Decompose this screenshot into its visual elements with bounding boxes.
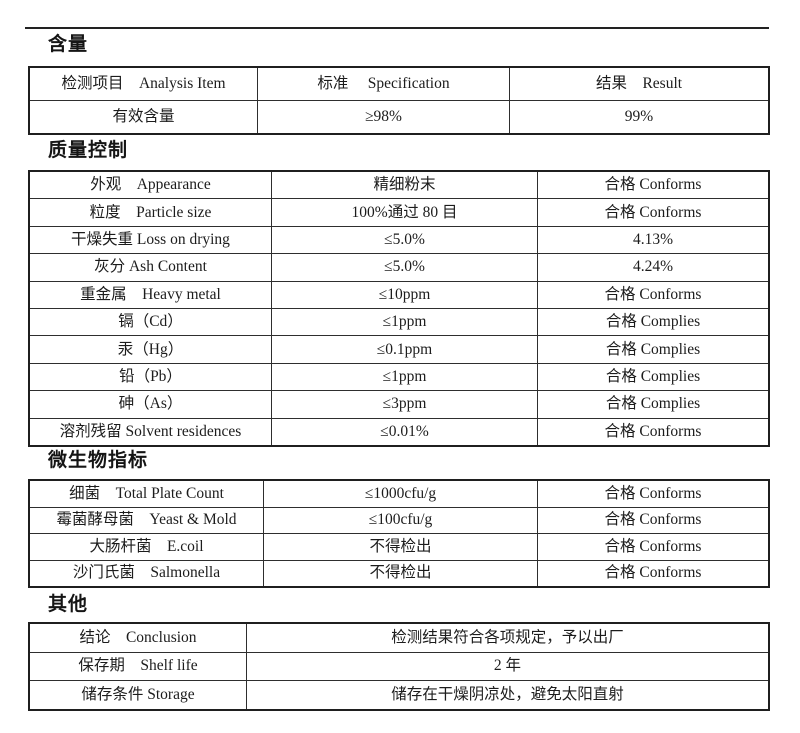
table-cell: 不得检出 xyxy=(263,533,538,561)
section-heading-microbiological: 微生物指标 xyxy=(48,450,149,471)
table-row: 保存期 Shelf life 2 年 xyxy=(28,651,770,681)
table-cell: 4.24% xyxy=(537,253,770,282)
column-header-cell: 结果 Result xyxy=(509,66,770,101)
table-cell: 检测结果符合各项规定，予以出厂 xyxy=(246,622,770,653)
table-row: 有效含量 ≥98% 99% xyxy=(28,100,770,135)
section-quality-control: 质量控制 外观 Appearance 精细粉末 合格 Conforms 粒度 Part… xyxy=(0,138,800,447)
column-header-cell: 检测项目 Analysis Item xyxy=(28,66,258,101)
table-cell: 合格 Complies xyxy=(537,362,770,392)
table-row: 溶剂残留 Solvent residences ≤0.01% 合格 Conforms xyxy=(28,417,770,447)
table-cell: ≤10ppm xyxy=(271,280,538,309)
table-cell: 精细粉末 xyxy=(271,170,538,200)
table-cell: 溶剂残留 Solvent residences xyxy=(28,417,272,447)
table-cell: 合格 Conforms xyxy=(537,198,770,227)
table-cell: ≤0.1ppm xyxy=(271,335,538,364)
table-cell: 镉（Cd） xyxy=(28,307,272,337)
table-row: 铅（Pb） ≤1ppm 合格 Complies xyxy=(28,362,770,392)
table-cell: 汞（Hg） xyxy=(28,335,272,364)
table-cell: ≤0.01% xyxy=(271,417,538,447)
table-cell: 重金属 Heavy metal xyxy=(28,280,272,309)
table-cell: 大肠杆菌 E.coil xyxy=(28,533,264,561)
quality-control-table: 外观 Appearance 精细粉末 合格 Conforms 粒度 Particle … xyxy=(28,170,770,447)
table-cell: 合格 Conforms xyxy=(537,506,770,534)
table-cell: 100%通过 80 目 xyxy=(271,198,538,227)
table-cell: ≤100cfu/g xyxy=(263,506,538,534)
assay-table: 检测项目 Analysis Item 标准 Specification 结果 Res… xyxy=(28,66,770,135)
table-cell: 合格 Complies xyxy=(537,390,770,419)
table-cell: 沙门氏菌 Salmonella xyxy=(28,559,264,588)
table-cell: 细菌 Total Plate Count xyxy=(28,479,264,508)
table-cell: 灰分 Ash Content xyxy=(28,253,272,282)
table-row: 重金属 Heavy metal ≤10ppm 合格 Conforms xyxy=(28,280,770,309)
table-row: 镉（Cd） ≤1ppm 合格 Complies xyxy=(28,307,770,337)
section-microbiological: 微生物指标 细菌 Total Plate Count ≤1000cfu/g 合格 C… xyxy=(0,448,800,588)
table-cell: 99% xyxy=(509,100,770,135)
section-other: 其他 结论 Conclusion 检测结果符合各项规定，予以出厂 保存期 Shelf… xyxy=(0,592,800,711)
table-cell: 有效含量 xyxy=(28,100,258,135)
table-row: 灰分 Ash Content ≤5.0% 4.24% xyxy=(28,253,770,282)
table-cell: 霉菌酵母菌 Yeast & Mold xyxy=(28,506,264,534)
table-cell: 2 年 xyxy=(246,651,770,681)
table-row: 干燥失重 Loss on drying ≤5.0% 4.13% xyxy=(28,225,770,255)
table-cell: ≤1000cfu/g xyxy=(263,479,538,508)
table-cell: 合格 Conforms xyxy=(537,170,770,200)
table-row: 汞（Hg） ≤0.1ppm 合格 Complies xyxy=(28,335,770,364)
section-content-assay: 含量 检测项目 Analysis Item 标准 Specification 结果 … xyxy=(0,32,800,135)
table-cell: 合格 Conforms xyxy=(537,479,770,508)
table-cell: 储存条件 Storage xyxy=(28,680,247,710)
table-cell: 砷（As） xyxy=(28,390,272,419)
table-cell: 保存期 Shelf life xyxy=(28,651,247,681)
table-row: 储存条件 Storage 储存在干燥阴凉处，避免太阳直射 xyxy=(28,680,770,710)
table-cell: 合格 Conforms xyxy=(537,559,770,588)
table-cell: 合格 Complies xyxy=(537,335,770,364)
table-cell: ≤3ppm xyxy=(271,390,538,419)
table-cell: 不得检出 xyxy=(263,559,538,588)
other-table: 结论 Conclusion 检测结果符合各项规定，予以出厂 保存期 Shelf li… xyxy=(28,622,770,711)
table-cell: 粒度 Particle size xyxy=(28,198,272,227)
table-row: 粒度 Particle size 100%通过 80 目合格 Conforms xyxy=(28,198,770,227)
top-divider-rule xyxy=(25,27,769,29)
table-row: 沙门氏菌 Salmonella 不得检出 合格 Conforms xyxy=(28,559,770,588)
microbiological-table: 细菌 Total Plate Count ≤1000cfu/g 合格 Conform… xyxy=(28,479,770,588)
table-cell: ≤5.0% xyxy=(271,225,538,255)
table-cell: ≤1ppm xyxy=(271,307,538,337)
table-cell: ≤1ppm xyxy=(271,362,538,392)
table-cell: 储存在干燥阴凉处，避免太阳直射 xyxy=(246,680,770,710)
table-row: 霉菌酵母菌 Yeast & Mold ≤100cfu/g 合格 Conforms xyxy=(28,506,770,534)
section-heading-other: 其他 xyxy=(48,594,89,615)
section-heading-quality-control: 质量控制 xyxy=(48,140,129,161)
table-row: 结论 Conclusion 检测结果符合各项规定，予以出厂 xyxy=(28,622,770,653)
table-cell: 合格 Conforms xyxy=(537,280,770,309)
column-header-cell: 标准 Specification xyxy=(257,66,510,101)
table-cell: ≤5.0% xyxy=(271,253,538,282)
table-row: 大肠杆菌 E.coil 不得检出 合格 Conforms xyxy=(28,533,770,561)
table-cell: 结论 Conclusion xyxy=(28,622,247,653)
table-cell: 干燥失重 Loss on drying xyxy=(28,225,272,255)
section-heading-assay: 含量 xyxy=(48,34,89,55)
table-cell: ≥98% xyxy=(257,100,510,135)
table-row: 砷（As） ≤3ppm 合格 Complies xyxy=(28,390,770,419)
table-row: 细菌 Total Plate Count ≤1000cfu/g 合格 Conform… xyxy=(28,479,770,508)
table-cell: 外观 Appearance xyxy=(28,170,272,200)
table-row: 外观 Appearance 精细粉末 合格 Conforms xyxy=(28,170,770,200)
table-cell: 4.13% xyxy=(537,225,770,255)
table-cell: 合格 Conforms xyxy=(537,417,770,447)
table-cell: 合格 Conforms xyxy=(537,533,770,561)
table-header-row: 检测项目 Analysis Item 标准 Specification 结果 Res… xyxy=(28,66,770,101)
table-cell: 铅（Pb） xyxy=(28,362,272,392)
table-cell: 合格 Complies xyxy=(537,307,770,337)
